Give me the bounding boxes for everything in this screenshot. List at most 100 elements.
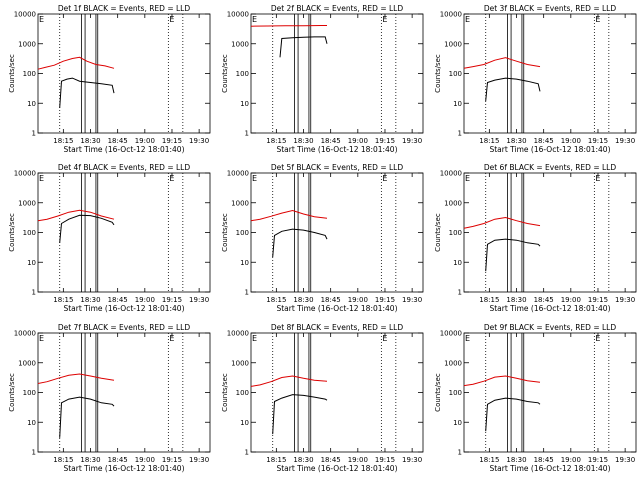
x-tick-label: 18:15	[266, 296, 286, 304]
x-tick-label: 18:30	[80, 296, 100, 304]
x-tick-label: 18:30	[506, 296, 526, 304]
y-tick-label: 1000	[18, 40, 36, 48]
x-tick-label: 18:15	[266, 456, 286, 464]
y-tick-label: 100	[236, 389, 249, 397]
x-axis-label: Start Time (16-Oct-12 18:01:40)	[63, 464, 184, 473]
x-axis-label: Start Time (16-Oct-12 18:01:40)	[276, 304, 397, 313]
y-tick-label: 100	[236, 70, 249, 78]
y-tick-label: 10	[27, 419, 36, 427]
e-marker-label: E	[595, 174, 600, 183]
x-axis-label: Start Time (16-Oct-12 18:01:40)	[489, 304, 610, 313]
y-tick-label: 1000	[18, 359, 36, 367]
y-axis-label: Counts/sec	[221, 213, 229, 252]
plot-frame	[463, 172, 637, 293]
e-marker-label: E	[382, 174, 387, 183]
x-tick-label: 19:30	[189, 137, 209, 145]
e-marker-label: E	[252, 174, 257, 183]
x-tick-label: 19:00	[135, 137, 155, 145]
y-tick-label: 1	[32, 130, 36, 138]
x-axis-label: Start Time (16-Oct-12 18:01:40)	[276, 464, 397, 473]
x-tick-label: 19:00	[135, 296, 155, 304]
y-tick-label: 100	[449, 389, 462, 397]
plot-frame	[37, 13, 211, 134]
events-series-line	[272, 228, 328, 258]
y-tick-label: 10000	[14, 170, 36, 178]
x-tick-label: 18:30	[293, 296, 313, 304]
lld-series-line	[37, 209, 115, 222]
plot-frame	[250, 332, 424, 453]
y-axis-label: Counts/sec	[221, 54, 229, 93]
detector-panel: Det 3f BLACK = Events, RED = LLD E E 1 10 100…	[434, 4, 637, 154]
y-axis-label: Counts/sec	[8, 373, 16, 412]
y-tick-label: 10	[27, 259, 36, 267]
x-tick-label: 18:30	[293, 137, 313, 145]
plot-frame	[250, 13, 424, 134]
x-tick-label: 18:30	[506, 456, 526, 464]
y-axis-label: Counts/sec	[8, 54, 16, 93]
lld-series-line	[463, 216, 541, 229]
x-tick-label: 18:30	[506, 137, 526, 145]
panel-title: Det 2f BLACK = Events, RED = LLD	[271, 4, 404, 13]
lld-series-line	[250, 25, 327, 27]
y-tick-label: 1000	[231, 359, 249, 367]
lld-series-line	[250, 209, 328, 222]
panel-title: Det 3f BLACK = Events, RED = LLD	[484, 4, 617, 13]
y-tick-label: 10	[27, 100, 36, 108]
events-series-line	[485, 397, 541, 432]
x-tick-label: 19:00	[348, 296, 368, 304]
x-tick-label: 18:45	[534, 456, 554, 464]
x-tick-label: 18:15	[53, 456, 73, 464]
y-axis-label: Counts/sec	[221, 373, 229, 412]
x-tick-label: 19:00	[135, 456, 155, 464]
lld-series-line	[463, 57, 541, 69]
y-axis-label: Counts/sec	[8, 213, 16, 252]
y-tick-label: 100	[23, 70, 36, 78]
detector-panel: Det 9f BLACK = Events, RED = LLD E E 1 10 100…	[434, 323, 637, 473]
y-tick-label: 1000	[444, 199, 462, 207]
e-marker-label: E	[169, 334, 174, 343]
events-series-line	[485, 77, 541, 101]
panel-title: Det 9f BLACK = Events, RED = LLD	[484, 323, 617, 332]
y-tick-label: 10	[453, 419, 462, 427]
x-tick-label: 19:00	[348, 137, 368, 145]
y-tick-label: 10000	[14, 330, 36, 338]
e-marker-label: E	[465, 174, 470, 183]
detector-panel: Det 5f BLACK = Events, RED = LLD E E 1 10 100…	[221, 163, 424, 313]
x-tick-label: 18:30	[80, 456, 100, 464]
panel-title: Det 8f BLACK = Events, RED = LLD	[271, 323, 404, 332]
y-tick-label: 10000	[227, 330, 249, 338]
events-series-line	[59, 396, 115, 438]
x-tick-label: 19:15	[162, 137, 182, 145]
x-tick-label: 19:30	[189, 296, 209, 304]
x-tick-label: 19:15	[162, 456, 182, 464]
y-tick-label: 10000	[227, 11, 249, 19]
y-tick-label: 10000	[440, 330, 462, 338]
plot-frame	[463, 13, 637, 134]
y-tick-label: 100	[449, 229, 462, 237]
panel-title: Det 7f BLACK = Events, RED = LLD	[58, 323, 191, 332]
lld-series-line	[37, 56, 115, 70]
y-tick-label: 100	[449, 70, 462, 78]
x-tick-label: 18:15	[479, 137, 499, 145]
e-marker-label: E	[382, 15, 387, 24]
x-tick-label: 19:00	[561, 137, 581, 145]
x-tick-label: 19:30	[615, 296, 635, 304]
e-marker-label: E	[252, 15, 257, 24]
y-tick-label: 1	[32, 449, 36, 457]
x-tick-label: 18:15	[479, 456, 499, 464]
events-series-line	[59, 214, 115, 243]
plot-frame	[250, 172, 424, 293]
x-tick-label: 19:30	[615, 456, 635, 464]
lld-series-line	[37, 373, 115, 384]
y-tick-label: 1	[458, 449, 462, 457]
e-marker-label: E	[465, 334, 470, 343]
e-marker-label: E	[169, 174, 174, 183]
x-tick-label: 18:15	[53, 137, 73, 145]
x-tick-label: 19:30	[402, 296, 422, 304]
plot-frame	[463, 332, 637, 453]
y-tick-label: 1	[245, 289, 249, 297]
y-tick-label: 100	[23, 229, 36, 237]
e-marker-label: E	[252, 334, 257, 343]
y-tick-label: 1	[458, 289, 462, 297]
y-tick-label: 10000	[227, 170, 249, 178]
